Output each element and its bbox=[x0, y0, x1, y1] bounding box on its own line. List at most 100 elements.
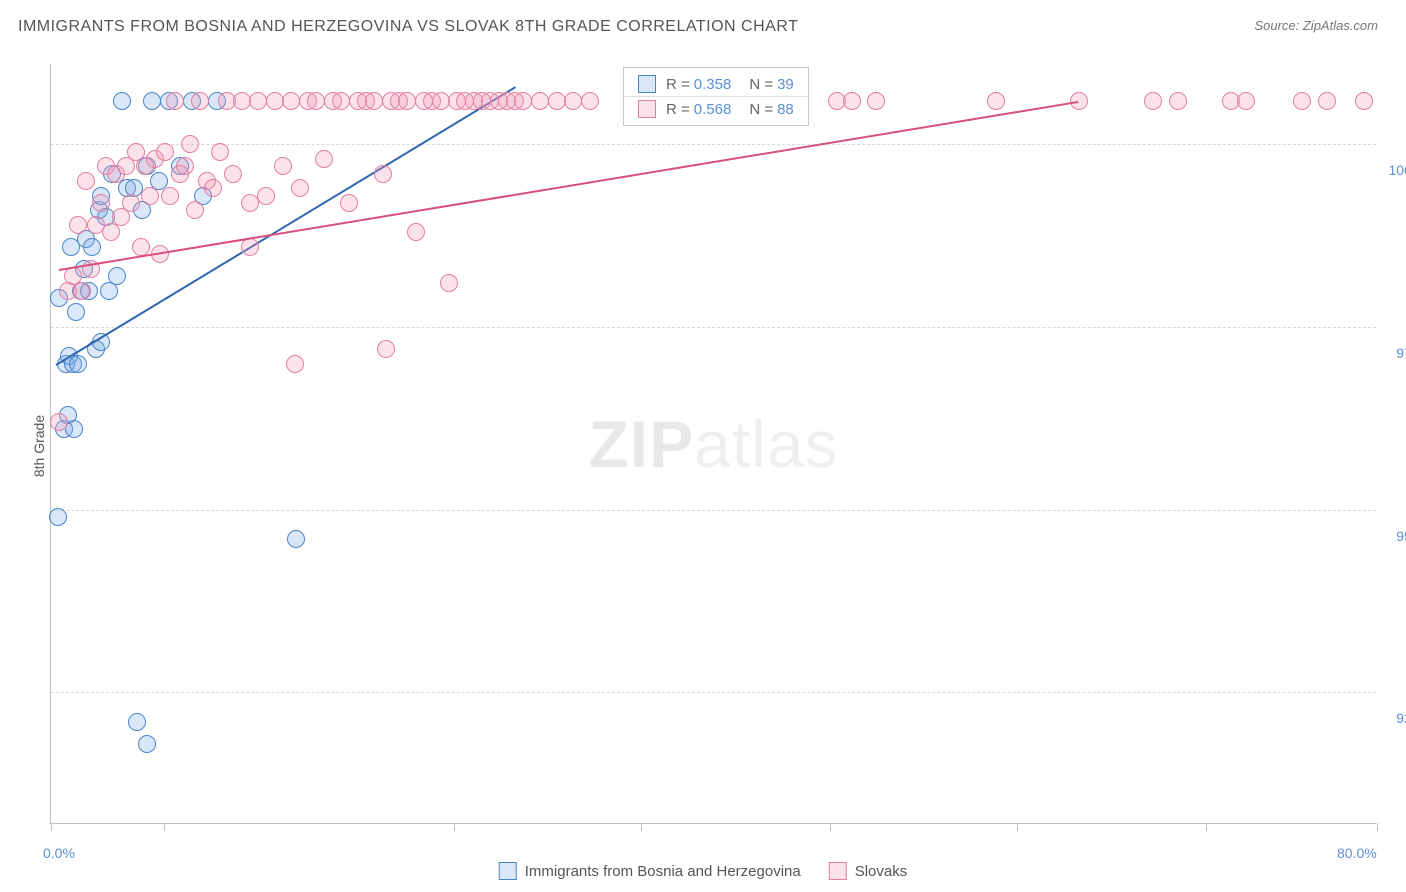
data-point bbox=[266, 92, 284, 110]
data-point bbox=[332, 92, 350, 110]
corr-r-label: R = bbox=[666, 101, 690, 118]
data-point bbox=[398, 92, 416, 110]
data-point bbox=[432, 92, 450, 110]
y-tick-label: 95.0% bbox=[1380, 528, 1406, 544]
data-point bbox=[69, 355, 87, 373]
data-point bbox=[241, 194, 259, 212]
x-tick bbox=[1017, 823, 1018, 831]
data-point bbox=[514, 92, 532, 110]
data-point bbox=[374, 165, 392, 183]
data-point bbox=[531, 92, 549, 110]
data-point bbox=[365, 92, 383, 110]
data-point bbox=[1144, 92, 1162, 110]
data-point bbox=[77, 172, 95, 190]
data-point bbox=[249, 92, 267, 110]
y-tick-label: 97.5% bbox=[1380, 345, 1406, 361]
corr-swatch bbox=[638, 100, 656, 118]
legend-item-slovaks: Slovaks bbox=[829, 862, 908, 880]
data-point bbox=[1355, 92, 1373, 110]
correlation-row: R = 0.568 N = 88 bbox=[624, 96, 808, 121]
corr-n-label: N = bbox=[749, 76, 773, 93]
data-point bbox=[286, 355, 304, 373]
data-point bbox=[1070, 92, 1088, 110]
y-tick-label: 92.5% bbox=[1380, 710, 1406, 726]
x-tick bbox=[51, 823, 52, 831]
data-point bbox=[257, 187, 275, 205]
x-tick-label: 0.0% bbox=[43, 845, 75, 861]
legend: Immigrants from Bosnia and Herzegovina S… bbox=[499, 862, 908, 880]
legend-swatch-bosnia bbox=[499, 862, 517, 880]
data-point bbox=[377, 340, 395, 358]
watermark-bold: ZIP bbox=[588, 407, 694, 481]
x-tick bbox=[454, 823, 455, 831]
data-point bbox=[233, 92, 251, 110]
data-point bbox=[291, 179, 309, 197]
correlation-row: R = 0.358 N = 39 bbox=[624, 72, 808, 96]
data-point bbox=[307, 92, 325, 110]
source-prefix: Source: bbox=[1254, 18, 1302, 33]
data-point bbox=[1169, 92, 1187, 110]
data-point bbox=[282, 92, 300, 110]
data-point bbox=[287, 530, 305, 548]
legend-label-slovaks: Slovaks bbox=[855, 863, 908, 880]
data-point bbox=[987, 92, 1005, 110]
data-point bbox=[407, 223, 425, 241]
data-point bbox=[83, 238, 101, 256]
data-point bbox=[204, 179, 222, 197]
gridline-h bbox=[51, 327, 1376, 328]
trend-line bbox=[55, 86, 515, 365]
corr-r-value: 0.568 bbox=[694, 101, 732, 118]
data-point bbox=[161, 187, 179, 205]
data-point bbox=[581, 92, 599, 110]
data-point bbox=[143, 92, 161, 110]
data-point bbox=[191, 92, 209, 110]
data-point bbox=[867, 92, 885, 110]
data-point bbox=[224, 165, 242, 183]
data-point bbox=[440, 274, 458, 292]
y-tick-label: 100.0% bbox=[1380, 162, 1406, 178]
data-point bbox=[843, 92, 861, 110]
x-tick bbox=[830, 823, 831, 831]
corr-n-value: 39 bbox=[777, 76, 794, 93]
data-point bbox=[108, 267, 126, 285]
gridline-h bbox=[51, 144, 1376, 145]
watermark-light: atlas bbox=[694, 407, 838, 481]
data-point bbox=[564, 92, 582, 110]
data-point bbox=[132, 238, 150, 256]
source-attribution: Source: ZipAtlas.com bbox=[1254, 18, 1378, 33]
data-point bbox=[166, 92, 184, 110]
data-point bbox=[73, 282, 91, 300]
data-point bbox=[49, 508, 67, 526]
data-point bbox=[122, 194, 140, 212]
y-axis-title: 8th Grade bbox=[31, 415, 47, 477]
data-point bbox=[1237, 92, 1255, 110]
data-point bbox=[138, 735, 156, 753]
data-point bbox=[50, 413, 68, 431]
corr-n-label: N = bbox=[749, 101, 773, 118]
corr-r-label: R = bbox=[666, 76, 690, 93]
corr-r-value: 0.358 bbox=[694, 76, 732, 93]
source-name: ZipAtlas.com bbox=[1303, 18, 1378, 33]
x-tick bbox=[641, 823, 642, 831]
data-point bbox=[1318, 92, 1336, 110]
x-tick bbox=[164, 823, 165, 831]
watermark: ZIPatlas bbox=[588, 406, 838, 482]
data-point bbox=[92, 194, 110, 212]
x-tick-label: 80.0% bbox=[1337, 845, 1377, 861]
gridline-h bbox=[51, 510, 1376, 511]
data-point bbox=[340, 194, 358, 212]
data-point bbox=[1293, 92, 1311, 110]
legend-item-bosnia: Immigrants from Bosnia and Herzegovina bbox=[499, 862, 801, 880]
data-point bbox=[186, 201, 204, 219]
corr-n-value: 88 bbox=[777, 101, 794, 118]
plot-area: ZIPatlas 92.5%95.0%97.5%100.0%0.0%80.0%R… bbox=[50, 64, 1376, 824]
data-point bbox=[156, 143, 174, 161]
data-point bbox=[181, 135, 199, 153]
data-point bbox=[113, 92, 131, 110]
legend-swatch-slovaks bbox=[829, 862, 847, 880]
data-point bbox=[176, 157, 194, 175]
gridline-h bbox=[51, 692, 1376, 693]
legend-label-bosnia: Immigrants from Bosnia and Herzegovina bbox=[525, 863, 801, 880]
chart-title: IMMIGRANTS FROM BOSNIA AND HERZEGOVINA V… bbox=[18, 18, 798, 36]
data-point bbox=[62, 238, 80, 256]
